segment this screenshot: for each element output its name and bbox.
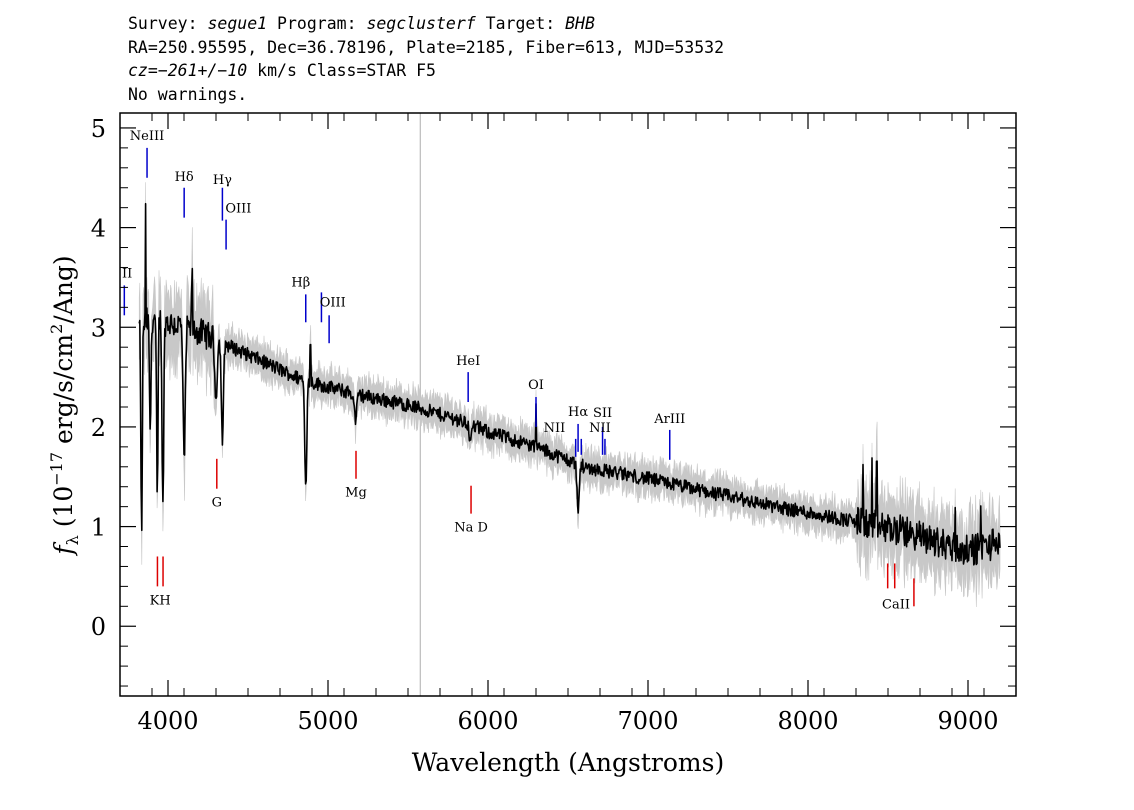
spectral-line-label: CaII <box>882 597 910 612</box>
y-tick-label: 4 <box>91 215 106 243</box>
spectral-line-label: Hδ <box>175 170 194 185</box>
spectral-line-label: Na D <box>454 521 488 536</box>
target-value: BHB <box>565 14 595 33</box>
program-value: segclusterf <box>366 14 476 33</box>
spectral-line-label: HeI <box>456 354 480 369</box>
flux-layer <box>138 202 1001 566</box>
y-axis-symbol: f <box>49 542 78 557</box>
y-axis-units-end: /Ang) <box>49 255 78 323</box>
flux-line <box>138 202 1001 566</box>
y-axis-title: fλ (10−17 erg/s/cm2/Ang) <box>47 255 82 556</box>
x-tick-label: 8000 <box>777 707 838 735</box>
cz-label: cz= <box>128 61 158 80</box>
target-label: Target: <box>475 14 566 33</box>
x-tick-label: 5000 <box>297 707 358 735</box>
header-line-4: No warnings. <box>128 84 248 104</box>
spectral-line-label: Mg <box>345 486 367 501</box>
line-marker-layer <box>123 147 915 607</box>
x-axis-title: Wavelength (Angstroms) <box>412 748 724 777</box>
x-tick-label: 6000 <box>457 707 518 735</box>
y-tick-label: 1 <box>91 514 106 542</box>
spectral-line-label: OIII <box>225 202 251 217</box>
axis-ticks: 4000 5000 6000 7000 8000 9000 0 1 2 3 4 5 <box>91 113 1017 735</box>
spectral-line-label: II <box>122 266 132 281</box>
spectral-line-label: OI <box>528 378 544 393</box>
y-axis-rest: (10 <box>49 486 78 536</box>
spectral-line-label: ArIII <box>653 412 685 427</box>
y-tick-label: 0 <box>91 613 106 641</box>
cz-rest: km/s Class=STAR F5 <box>247 61 436 80</box>
spectral-line-label: Hγ <box>213 173 232 188</box>
spectrum-header: Survey: segue1 Program: segclusterf Targ… <box>128 12 724 106</box>
y-axis-exponent-2: 2 <box>47 324 66 334</box>
x-tick-label: 9000 <box>937 707 998 735</box>
spectral-line-label: NeIII <box>130 129 164 144</box>
spectral-line-label: SII <box>593 406 612 421</box>
spectral-line-label: NII <box>589 421 611 436</box>
header-line-1: Survey: segue1 Program: segclusterf Targ… <box>128 12 724 36</box>
cz-value: −261+/−10 <box>157 61 248 80</box>
y-axis-units: erg/s/cm <box>49 334 78 452</box>
y-axis-symbol-sub: λ <box>63 535 82 545</box>
y-tick-label: 5 <box>91 115 106 143</box>
flux-error-band <box>138 182 1001 608</box>
spectral-line-label: Hβ <box>291 275 310 290</box>
spectral-line-label: OIII <box>320 295 346 310</box>
spectral-line-label: KH <box>150 593 171 608</box>
header-line-3: cz=−261+/−10 km/s Class=STAR F5 <box>128 59 724 83</box>
y-tick-label: 3 <box>91 314 106 342</box>
error-band-layer <box>138 182 1001 608</box>
survey-value: segue1 <box>207 14 268 33</box>
header-line-2: RA=250.95595, Dec=36.78196, Plate=2185, … <box>128 37 725 57</box>
spectral-line-label: Hα <box>568 405 588 420</box>
spectral-line-label: G <box>212 496 222 511</box>
y-tick-label: 2 <box>91 414 106 442</box>
y-axis-exponent: −17 <box>47 452 66 486</box>
x-tick-label: 7000 <box>617 707 678 735</box>
program-label: Program: <box>267 14 367 33</box>
spectral-line-label: NII <box>544 421 566 436</box>
survey-label: Survey: <box>128 14 208 33</box>
x-tick-label: 4000 <box>137 707 198 735</box>
